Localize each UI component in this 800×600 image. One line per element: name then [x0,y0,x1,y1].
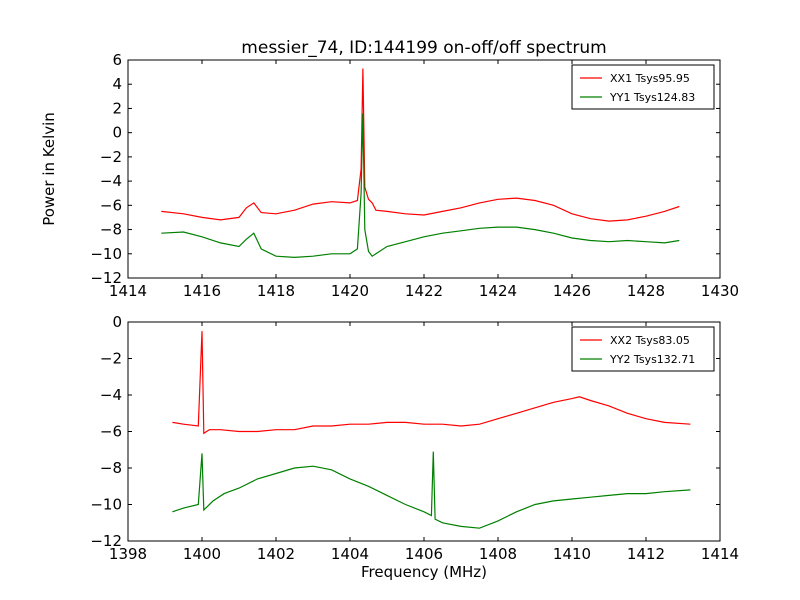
series-line-xx1 [161,68,680,222]
legend-label: XX2 Tsys83.05 [610,334,690,347]
y-tick-label: 0 [112,124,122,142]
y-tick-label: 4 [112,75,122,93]
legend-label: XX1 Tsys95.95 [610,72,690,85]
x-tick-label: 1408 [479,545,517,563]
series-line-yy2 [172,451,691,529]
y-tick-label: −6 [100,423,122,441]
bottom-subplot: 1398 1400 1402 1404 1406 1408 1410 1412 1414 0 −2 −… [90,313,739,581]
x-tick-label: 1414 [701,545,739,563]
legend-box [571,326,715,372]
y-tick-label: −4 [100,386,122,404]
x-tick-label: 1422 [405,282,443,300]
series-line-xx2 [172,331,691,435]
x-tick-label: 1402 [257,545,295,563]
x-tick-label: 1404 [331,545,369,563]
y-tick-label: −8 [100,459,122,477]
y-tick-label: −8 [100,221,122,239]
y-tick-label: 6 [112,51,122,69]
legend-box [571,64,715,110]
y-tick-label: 2 [112,99,122,117]
y-tick-label: −2 [100,148,122,166]
x-tick-label: 1412 [627,545,665,563]
x-tick-label: 1430 [701,282,739,300]
y-tick-label: −10 [90,496,122,514]
y-axis-label: Power in Kelvin [40,112,58,226]
x-tick-label: 1416 [183,282,221,300]
y-tick-label: −4 [100,172,122,190]
y-tick-label: 0 [112,313,122,331]
x-tick-label: 1418 [257,282,295,300]
x-tick-label: 1426 [553,282,591,300]
series-line-yy1 [161,113,680,259]
top-subplot: 1414 1416 1418 1420 1422 1424 1426 1428 1430 6 4 2 0… [40,38,739,300]
y-tick-label: −12 [90,269,122,287]
y-tick-label: −10 [90,245,122,263]
x-tick-label: 1406 [405,545,443,563]
x-axis-label: Frequency (MHz) [361,563,487,581]
y-tick-label: −12 [90,532,122,550]
y-tick-label: −6 [100,196,122,214]
chart-title: messier_74, ID:144199 on-off/off spectru… [241,38,606,58]
x-tick-label: 1428 [627,282,665,300]
x-tick-label: 1398 [109,545,147,563]
legend-label: YY1 Tsys124.83 [609,91,695,104]
x-tick-label: 1414 [109,282,147,300]
x-tick-label: 1410 [553,545,591,563]
x-tick-label: 1420 [331,282,369,300]
y-tick-label: −2 [100,350,122,368]
legend-label: YY2 Tsys132.71 [609,353,695,366]
x-tick-label: 1400 [183,545,221,563]
x-tick-label: 1424 [479,282,517,300]
